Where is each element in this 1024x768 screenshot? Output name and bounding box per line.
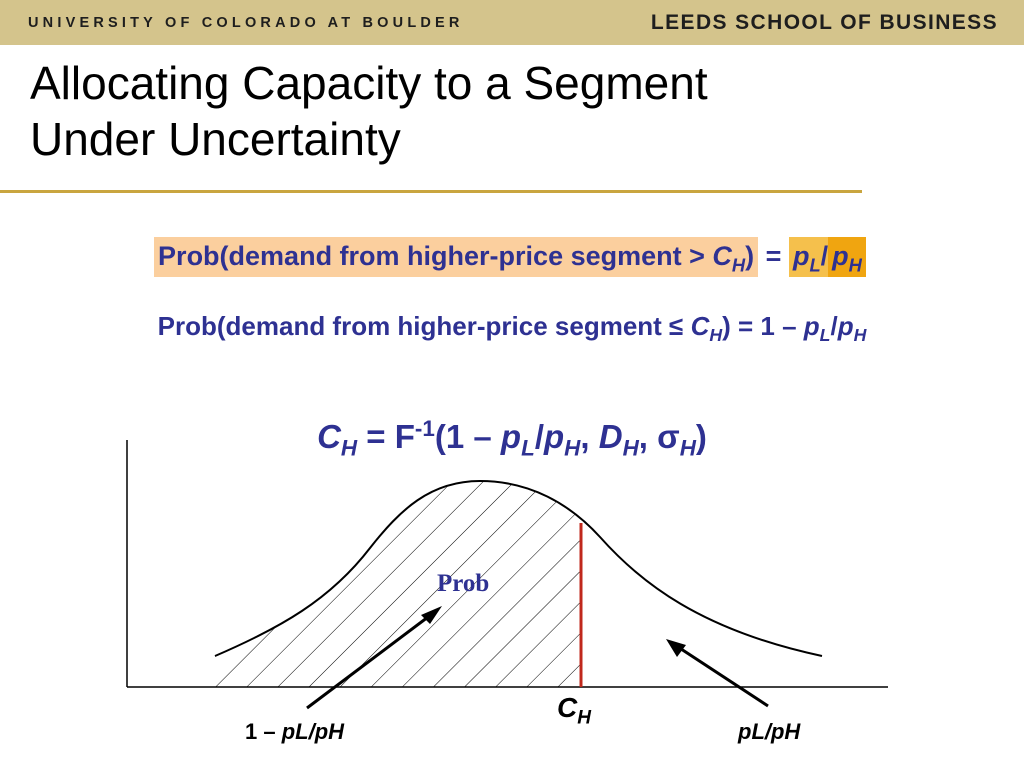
lower-tail-label: 1 – pL/pH [245,719,344,745]
eq2-p-sub-l: L [819,325,831,346]
eq2-p2: p [837,311,854,341]
eq3-comma1: , [580,418,599,455]
eq2-p: p [803,311,820,341]
eq1-p-sub-l: L [809,254,821,276]
eq1-p: p [792,241,810,271]
eq3-inverse: -1 [414,416,435,441]
eq1-slash: / [820,241,829,271]
eq3-sigma-sub: H [679,435,696,461]
capacity-label-c: C [557,692,578,723]
eq3-close: ) [695,418,707,455]
eq3-open: (1 – [434,418,501,455]
lower-tail-ratio: pL/pH [281,719,345,744]
eq2-rest: ) = 1 – [722,311,804,341]
eq3-p-sub-h: H [564,435,581,461]
eq2-p-sub-h: H [853,325,867,346]
highlight-ratio-right: pH [828,237,866,277]
header-band: UNIVERSITY OF COLORADO AT BOULDER LEEDS … [0,0,1024,45]
eq3-c: C [317,418,341,455]
slide-title: Allocating Capacity to a Segment Under U… [30,55,990,167]
equation-prob-greater: Prob(demand from higher-price segment > … [0,234,1024,278]
eq2-leq: ≤ [669,311,684,341]
eq3-p: p [500,418,522,455]
eq3-d-sub: H [622,435,639,461]
eq1-p-sub-h: H [848,254,862,276]
eq3-comma2: , [638,418,658,455]
eq2-slash: / [830,311,838,341]
eq2-var: C [690,311,710,341]
school-name: LEEDS SCHOOL OF BUSINESS [650,10,998,34]
eq2-var-sub: H [709,325,723,346]
eq1-p2: p [832,241,849,271]
eq3-c-sub: H [340,435,358,461]
eq2-text: Prob(demand from higher-price segment [157,311,670,341]
arrow-to-prob [306,606,442,710]
capacity-label: CH [557,692,591,728]
title-line-1: Allocating Capacity to a Segment [30,57,708,109]
hatched-area [215,481,581,687]
eq3-d: D [598,418,623,455]
eq3-p-sub-l: L [521,435,535,461]
equation-prob-less-equal: Prob(demand from higher-price segment ≤ … [0,306,1024,346]
title-divider [0,190,862,193]
capacity-label-sub: H [577,707,591,729]
lower-tail-prefix: 1 – [245,719,282,744]
equation-capacity: CH = F-1(1 – pL/pH, DH, σH) [0,414,1024,460]
upper-tail-label: pL/pH [738,719,801,744]
eq1-equals: = [758,241,789,271]
title-line-2: Under Uncertainty [30,113,401,165]
eq1-close: ) [745,241,755,271]
eq3-sigma: σ [657,418,680,455]
eq3-slash: / [534,418,544,455]
eq1-var: C [712,241,732,271]
highlight-left: Prob(demand from higher-price segment > … [154,237,759,277]
eq1-text: Prob(demand from higher-price segment > [158,241,713,271]
eq1-var-sub: H [731,254,746,276]
eq3-eq: = F [357,418,415,455]
prob-label: Prob [437,570,490,597]
demand-curve [214,479,823,657]
highlight-ratio: pL/ [788,237,833,277]
arrow-to-upper-tail [666,639,769,708]
eq3-p2: p [543,418,565,455]
university-name: UNIVERSITY OF COLORADO AT BOULDER [28,14,464,31]
